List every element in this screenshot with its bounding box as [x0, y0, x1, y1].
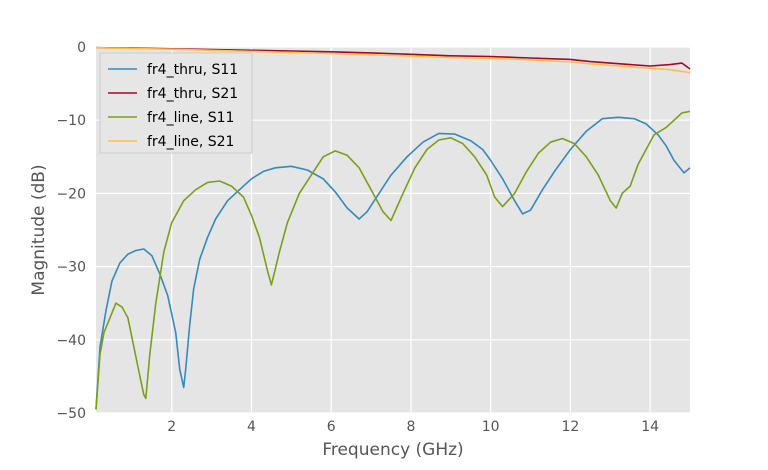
x-tick-label: 14: [641, 419, 659, 435]
y-tick-label: −50: [56, 406, 86, 422]
legend-label: fr4_line, S11: [147, 110, 234, 126]
y-axis-label: Magnitude (dB): [29, 164, 49, 295]
legend-label: fr4_line, S21: [147, 134, 234, 150]
x-axis-label: Frequency (GHz): [322, 440, 463, 460]
x-tick-label: 4: [247, 419, 256, 435]
tick-labels: 2 4 6 8 10 12 14 0 −10 −20 −30 −40 −50: [56, 40, 659, 435]
x-tick-label: 6: [327, 419, 336, 435]
x-tick-label: 10: [482, 419, 500, 435]
y-tick-label: −30: [56, 260, 86, 276]
x-tick-label: 8: [406, 419, 415, 435]
series-lines: [95, 46, 691, 410]
series-line-0: [95, 116, 691, 410]
legend: fr4_thru, S11 fr4_thru, S21 fr4_line, S11 f…: [99, 52, 253, 154]
series-line-3: [95, 46, 691, 74]
legend-box: [99, 52, 253, 154]
legend-label: fr4_thru, S21: [147, 86, 238, 102]
y-tick-label: −20: [56, 186, 86, 202]
series-line-2: [95, 110, 691, 410]
x-tick-label: 12: [561, 419, 579, 435]
y-tick-label: −40: [56, 333, 86, 349]
y-tick-label: −10: [56, 113, 86, 129]
y-tick-label: 0: [77, 40, 86, 56]
x-tick-label: 2: [167, 419, 176, 435]
legend-label: fr4_thru, S11: [147, 62, 238, 78]
